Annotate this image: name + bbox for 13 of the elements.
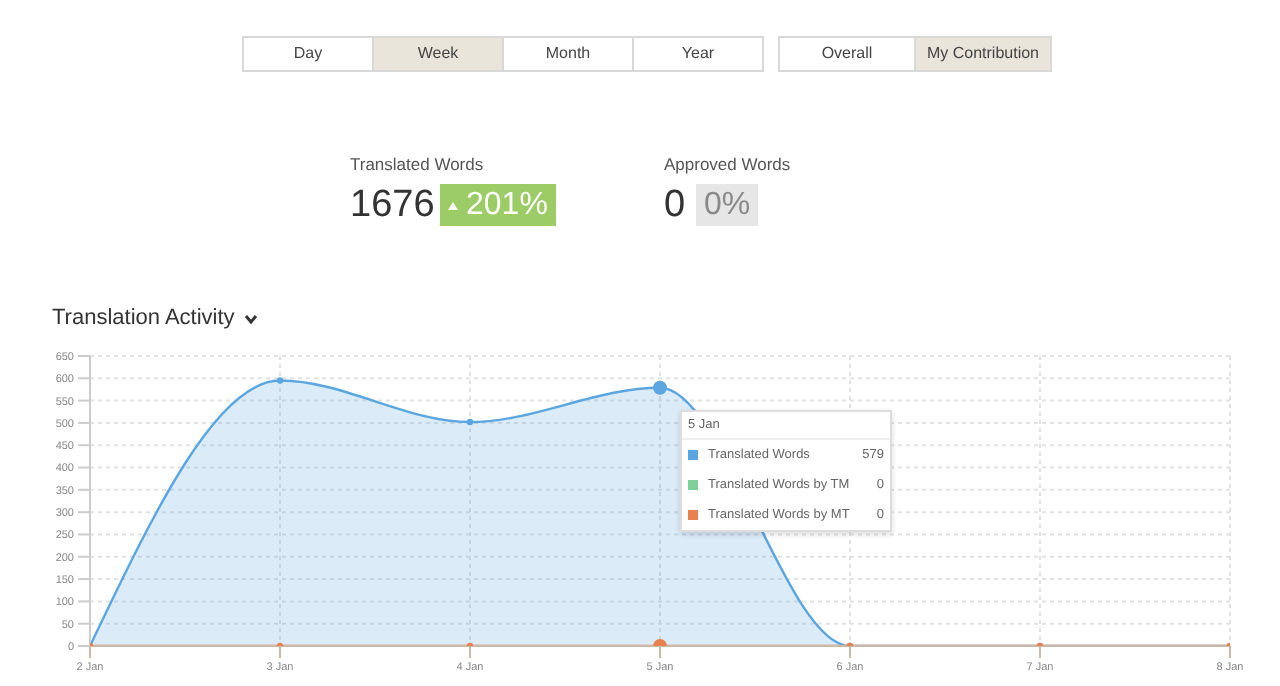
text: Month (502, 36, 634, 72)
text: 1676 (350, 184, 435, 228)
text: My Contribution (914, 36, 1052, 72)
text: 201% (440, 184, 556, 226)
chart-title: Translation Activity (52, 306, 235, 330)
text: Day (242, 36, 374, 72)
text: Week (372, 36, 504, 72)
text: Translated Words (350, 154, 484, 174)
text: 0 (664, 184, 686, 228)
text: Approved Words (664, 154, 791, 174)
text: 0% (696, 184, 759, 226)
text: Overall (778, 36, 916, 72)
text: Year (632, 36, 764, 72)
